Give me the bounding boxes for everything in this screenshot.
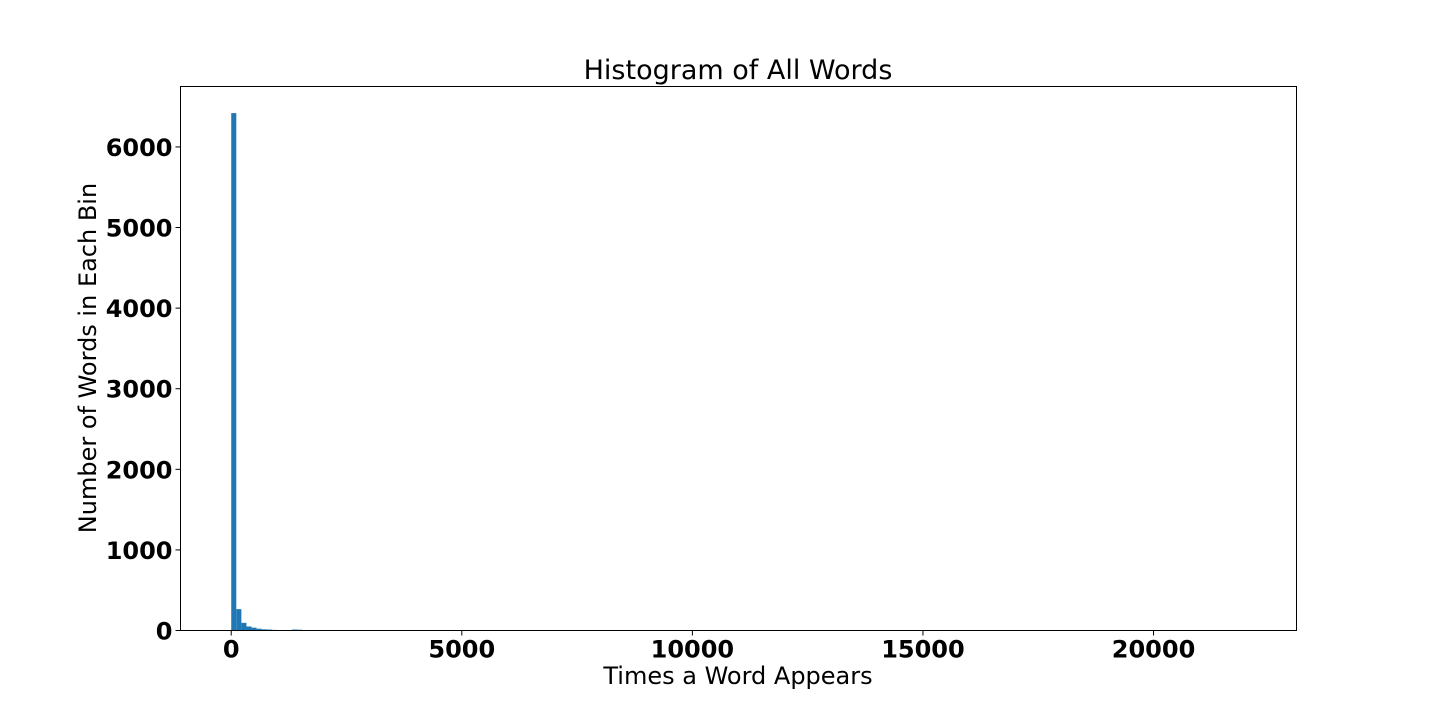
- y-tick-label-5: 5000: [106, 215, 173, 243]
- histogram-bar-5: [256, 628, 262, 631]
- chart-title: Histogram of All Words: [584, 55, 893, 86]
- histogram-bar-6: [261, 629, 267, 631]
- x-tick-label-2: 10000: [651, 636, 735, 664]
- y-tick-label-3: 3000: [106, 376, 173, 404]
- histogram-bar-0: [231, 113, 237, 631]
- x-tick-label-1: 5000: [428, 636, 495, 664]
- y-tick-label-0: 0: [156, 618, 173, 646]
- y-tick-label-2: 2000: [106, 456, 173, 484]
- plot-frame: [180, 86, 1297, 631]
- x-ticks-group: 0 5000 10000 15000 20000: [223, 630, 1196, 664]
- y-tick-label-1: 1000: [106, 537, 173, 565]
- x-tick-label-3: 15000: [881, 636, 965, 664]
- histogram-bar-4: [251, 627, 257, 631]
- histogram-bar-3: [246, 626, 252, 631]
- y-tick-label-6: 6000: [106, 134, 173, 162]
- x-tick-label-0: 0: [223, 636, 240, 664]
- y-axis-label: Number of Words in Each Bin: [74, 183, 102, 533]
- x-axis-label: Times a Word Appears: [602, 662, 872, 690]
- bars-group: [231, 113, 353, 631]
- y-ticks-group: 0 1000 2000 3000 4000 5000 6000: [106, 134, 181, 646]
- x-tick-label-4: 20000: [1112, 636, 1196, 664]
- y-tick-label-4: 4000: [106, 295, 173, 323]
- histogram-bar-1: [236, 609, 242, 631]
- histogram-bar-2: [241, 622, 247, 631]
